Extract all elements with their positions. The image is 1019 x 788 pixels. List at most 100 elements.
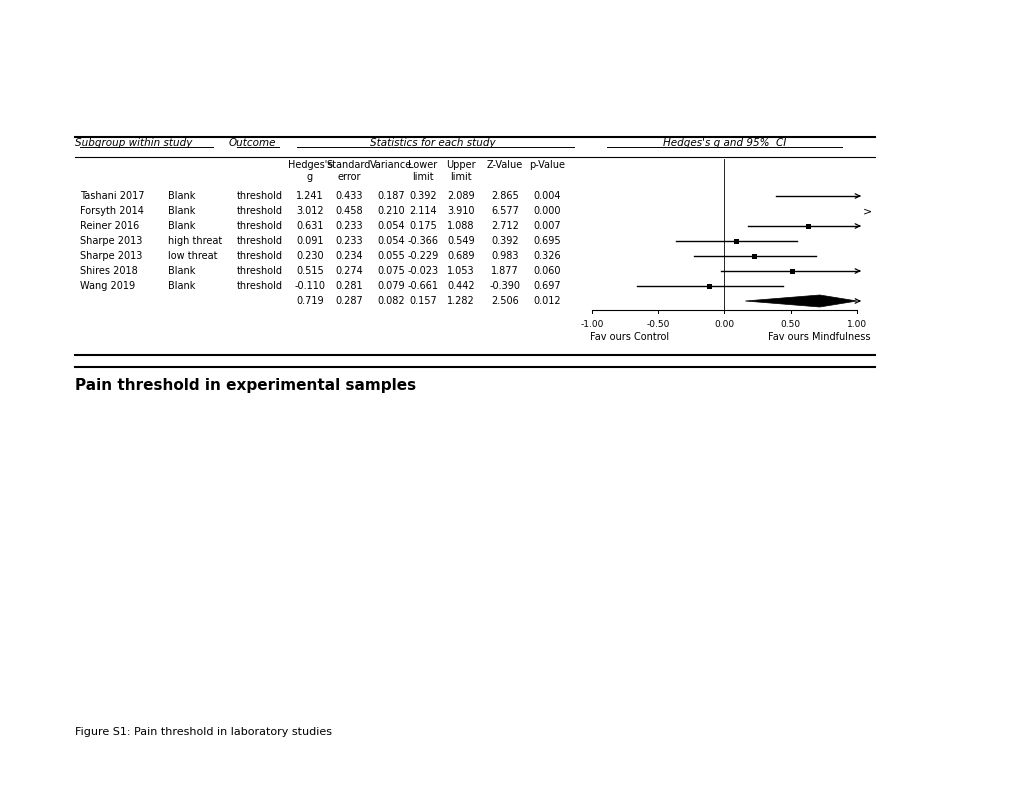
Text: Tashani 2017: Tashani 2017 (79, 191, 145, 201)
Polygon shape (745, 295, 856, 307)
Text: 0.075: 0.075 (377, 266, 405, 276)
Text: Hedges's g and 95%  CI: Hedges's g and 95% CI (662, 138, 786, 148)
Text: Upper
limit: Upper limit (445, 160, 475, 181)
Text: 0.50: 0.50 (780, 320, 800, 329)
Text: Blank: Blank (168, 206, 196, 216)
Text: -0.390: -0.390 (489, 281, 520, 291)
Text: 1.241: 1.241 (296, 191, 323, 201)
Text: Sharpe 2013: Sharpe 2013 (79, 236, 143, 246)
Text: -0.366: -0.366 (408, 236, 438, 246)
Text: 0.458: 0.458 (335, 206, 363, 216)
Text: 0.060: 0.060 (533, 266, 560, 276)
Text: threshold: threshold (236, 251, 282, 261)
Text: 0.00: 0.00 (713, 320, 734, 329)
Text: Wang 2019: Wang 2019 (79, 281, 135, 291)
Text: 1.053: 1.053 (446, 266, 475, 276)
Text: Blank: Blank (168, 281, 196, 291)
Text: 0.210: 0.210 (377, 206, 405, 216)
Text: 0.326: 0.326 (533, 251, 560, 261)
Text: 6.577: 6.577 (490, 206, 519, 216)
Text: 0.442: 0.442 (446, 281, 475, 291)
Text: Statistics for each study: Statistics for each study (370, 138, 495, 148)
Text: Blank: Blank (168, 191, 196, 201)
Text: 0.392: 0.392 (491, 236, 519, 246)
Text: -0.50: -0.50 (646, 320, 669, 329)
Text: 0.549: 0.549 (446, 236, 475, 246)
Text: Outcome: Outcome (228, 138, 275, 148)
Text: 2.712: 2.712 (490, 221, 519, 231)
Text: Blank: Blank (168, 266, 196, 276)
Text: 1.088: 1.088 (446, 221, 474, 231)
Text: 0.274: 0.274 (335, 266, 363, 276)
Text: -1.00: -1.00 (580, 320, 603, 329)
Text: p-Value: p-Value (529, 160, 565, 170)
Text: 0.157: 0.157 (409, 296, 436, 306)
Text: 3.012: 3.012 (296, 206, 323, 216)
Bar (734, 239, 739, 243)
Text: 0.055: 0.055 (377, 251, 405, 261)
Text: Z-Value: Z-Value (486, 160, 523, 170)
Bar (707, 284, 711, 288)
Text: Blank: Blank (168, 221, 196, 231)
Text: 0.007: 0.007 (533, 221, 560, 231)
Text: 0.983: 0.983 (491, 251, 519, 261)
Text: Subgroup within study: Subgroup within study (75, 138, 193, 148)
Text: 0.012: 0.012 (533, 296, 560, 306)
Text: 0.234: 0.234 (335, 251, 363, 261)
Text: threshold: threshold (236, 191, 282, 201)
Text: threshold: threshold (236, 266, 282, 276)
Text: -0.023: -0.023 (407, 266, 438, 276)
Text: -0.110: -0.110 (294, 281, 325, 291)
Text: 0.433: 0.433 (335, 191, 363, 201)
Text: Forsyth 2014: Forsyth 2014 (79, 206, 144, 216)
Text: 0.079: 0.079 (377, 281, 405, 291)
Text: threshold: threshold (236, 281, 282, 291)
Text: 0.004: 0.004 (533, 191, 560, 201)
Text: 0.281: 0.281 (335, 281, 363, 291)
Text: 0.515: 0.515 (296, 266, 324, 276)
Text: Figure S1: Pain threshold in laboratory studies: Figure S1: Pain threshold in laboratory … (75, 727, 331, 737)
Bar (790, 269, 795, 273)
Text: 0.230: 0.230 (296, 251, 323, 261)
Text: threshold: threshold (236, 206, 282, 216)
Text: 0.054: 0.054 (377, 221, 405, 231)
Text: Hedges's
g: Hedges's g (287, 160, 332, 181)
Text: 2.114: 2.114 (409, 206, 436, 216)
Text: 0.175: 0.175 (409, 221, 436, 231)
Text: 0.287: 0.287 (335, 296, 363, 306)
Text: 0.054: 0.054 (377, 236, 405, 246)
Text: 0.082: 0.082 (377, 296, 405, 306)
Text: 2.865: 2.865 (490, 191, 519, 201)
Text: Lower
limit: Lower limit (408, 160, 437, 181)
Text: threshold: threshold (236, 221, 282, 231)
Text: 2.506: 2.506 (490, 296, 519, 306)
Text: 0.695: 0.695 (533, 236, 560, 246)
Text: Pain threshold in experimental samples: Pain threshold in experimental samples (75, 377, 416, 392)
Text: 0.091: 0.091 (296, 236, 323, 246)
Text: 3.910: 3.910 (446, 206, 474, 216)
Text: threshold: threshold (236, 236, 282, 246)
Text: 0.233: 0.233 (335, 221, 363, 231)
Text: Fav ours Control: Fav ours Control (590, 332, 668, 342)
Text: Standard
error: Standard error (326, 160, 371, 181)
Text: Shires 2018: Shires 2018 (79, 266, 138, 276)
Text: 1.00: 1.00 (846, 320, 866, 329)
Bar (752, 254, 757, 258)
Text: low threat: low threat (168, 251, 217, 261)
Bar (805, 224, 810, 229)
Text: 0.689: 0.689 (446, 251, 474, 261)
Text: 0.631: 0.631 (296, 221, 323, 231)
Text: 0.392: 0.392 (409, 191, 436, 201)
Text: 0.000: 0.000 (533, 206, 560, 216)
Text: 2.089: 2.089 (446, 191, 475, 201)
Text: high threat: high threat (168, 236, 222, 246)
Text: 0.697: 0.697 (533, 281, 560, 291)
Text: 0.719: 0.719 (296, 296, 323, 306)
Text: -0.661: -0.661 (408, 281, 438, 291)
Text: Variance: Variance (370, 160, 412, 170)
Text: -0.229: -0.229 (407, 251, 438, 261)
Text: Fav ours Mindfulness: Fav ours Mindfulness (767, 332, 869, 342)
Text: 1.282: 1.282 (446, 296, 475, 306)
Text: Reiner 2016: Reiner 2016 (79, 221, 140, 231)
Text: 1.877: 1.877 (490, 266, 519, 276)
